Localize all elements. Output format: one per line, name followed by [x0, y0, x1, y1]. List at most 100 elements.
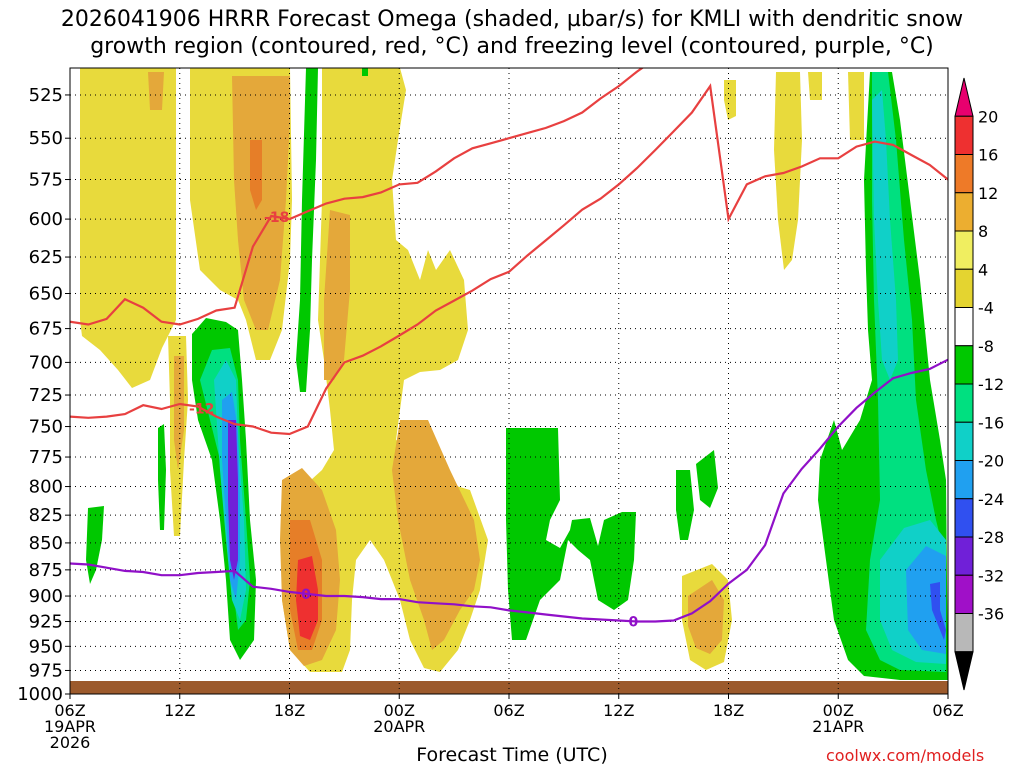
omega-negative-region-8: [696, 450, 718, 508]
omega-positive-region-9: [848, 72, 864, 140]
y-tick-label: 800: [29, 477, 63, 498]
colorbar-swatch: [954, 77, 974, 117]
colorbar-swatch: [954, 383, 974, 423]
colorbar-label: -28: [978, 528, 1004, 547]
x-tick-label: 18Z: [713, 701, 744, 720]
y-tick-label: 975: [29, 660, 63, 681]
x-tick-label: 12Z: [164, 701, 195, 720]
credit-text: coolwx.com/models: [826, 746, 985, 765]
omega-shading: [70, 68, 948, 694]
omega-moderate-region-7: [688, 580, 724, 654]
omega-moderate-region-3: [324, 210, 350, 380]
y-tick-label: 575: [29, 170, 63, 191]
colorbar-label: 4: [978, 260, 988, 279]
y-tick-label: 775: [29, 447, 63, 468]
x-axis-title: Forecast Time (UTC): [416, 744, 608, 766]
colorbar-label: -20: [978, 452, 1004, 471]
contour-line-0: [70, 358, 948, 623]
colorbar-label: 8: [978, 222, 988, 241]
colorbar-label: 12: [978, 184, 998, 203]
colorbar-swatch: [954, 268, 974, 308]
contour-labels: -18 -12 0 0: [189, 210, 639, 630]
omega-negative-region-4: [86, 506, 104, 584]
colorbar-swatch: [954, 613, 974, 653]
x-tick-label: 00Z: [823, 701, 854, 720]
omega-positive-region-8: [808, 72, 822, 100]
y-tick-label: 925: [29, 612, 63, 633]
y-tick-label: 550: [29, 128, 63, 149]
y-tick-label: 825: [29, 505, 63, 526]
omega-negative-region-1: [296, 68, 318, 392]
omega-negative-region-7: [676, 470, 694, 540]
colorbar-swatch: [954, 230, 974, 270]
contour-label--18: -18: [264, 210, 289, 226]
x-tick-label: 18Z: [274, 701, 305, 720]
y-tick-label: 1000: [17, 684, 63, 705]
colorbar-label: -4: [978, 299, 994, 318]
omega-positive-region-6: [724, 80, 736, 120]
colorbar-swatch: [954, 651, 974, 691]
omega-strong-region-1: [250, 140, 262, 210]
x-tick-label: 21APR: [812, 717, 864, 736]
chart-title: 2026041906 HRRR Forecast Omega (shaded, …: [0, 6, 1024, 60]
colorbar-swatch: [954, 574, 974, 614]
colorbar-label: 20: [978, 107, 998, 126]
omega-negative-region-6: [506, 428, 636, 640]
y-tick-label: 900: [29, 586, 63, 607]
omega-negative-region-18: [930, 582, 946, 640]
colorbar-swatch: [954, 115, 974, 155]
x-tick-label: 2026: [50, 733, 91, 752]
colorbar: 20 16 12 8 4 -4 -8 -12 -16 -20 -24 -28 -32 -36: [954, 77, 1004, 691]
omega-moderate-region-4: [392, 420, 480, 650]
contour-lines: [70, 68, 948, 623]
x-tick-label: 06Z: [54, 701, 85, 720]
y-tick-label: 525: [29, 85, 63, 106]
colorbar-swatch: [954, 345, 974, 385]
x-tick-label: 06Z: [932, 701, 963, 720]
x-tick-label: 06Z: [493, 701, 524, 720]
omega-max-region: [296, 556, 318, 640]
ground-surface: [70, 681, 948, 694]
colorbar-swatch: [954, 307, 974, 347]
colorbar-label: -16: [978, 413, 1004, 432]
colorbar-swatch: [954, 536, 974, 576]
y-tick-label: 625: [29, 247, 63, 268]
omega-negative-region-16: [906, 546, 946, 654]
x-tick-label: 12Z: [603, 701, 634, 720]
title-line-2: growth region (contoured, red, °C) and f…: [90, 34, 934, 59]
title-line-1: 2026041906 HRRR Forecast Omega (shaded, …: [60, 7, 964, 32]
y-tick-label: 875: [29, 560, 63, 581]
colorbar-label: 16: [978, 146, 998, 165]
y-tick-label: 725: [29, 385, 63, 406]
colorbar-label: -12: [978, 375, 1004, 394]
y-tick-label: 600: [29, 209, 63, 230]
colorbar-label: -24: [978, 490, 1004, 509]
colorbar-swatch: [954, 154, 974, 194]
contour-label-0: 0: [301, 587, 311, 603]
y-tick-label: 650: [29, 284, 63, 305]
y-tick-label: 950: [29, 636, 63, 657]
omega-moderate-region-5: [174, 356, 184, 470]
y-tick-label: 675: [29, 319, 63, 340]
omega-negative-region-5: [158, 424, 166, 530]
x-tick-label: 20APR: [373, 717, 425, 736]
omega-negative-region-17: [228, 420, 238, 580]
omega-positive-region-1: [80, 68, 176, 388]
y-tick-label: 850: [29, 533, 63, 554]
colorbar-swatch: [954, 460, 974, 500]
colorbar-swatch: [954, 498, 974, 538]
colorbar-label: -8: [978, 337, 994, 356]
contour-label-0: 0: [629, 614, 639, 630]
x-tick-label: 19APR: [44, 717, 96, 736]
omega-negative-region-2: [362, 68, 368, 76]
contour-line--12: [70, 83, 948, 436]
colorbar-label: -36: [978, 605, 1004, 624]
y-tick-label: 750: [29, 417, 63, 438]
x-tick-label: 00Z: [384, 701, 415, 720]
colorbar-swatch: [954, 192, 974, 232]
contour-label--12: -12: [189, 402, 214, 418]
omega-moderate-region-1: [148, 72, 164, 110]
y-tick-label: 700: [29, 352, 63, 373]
